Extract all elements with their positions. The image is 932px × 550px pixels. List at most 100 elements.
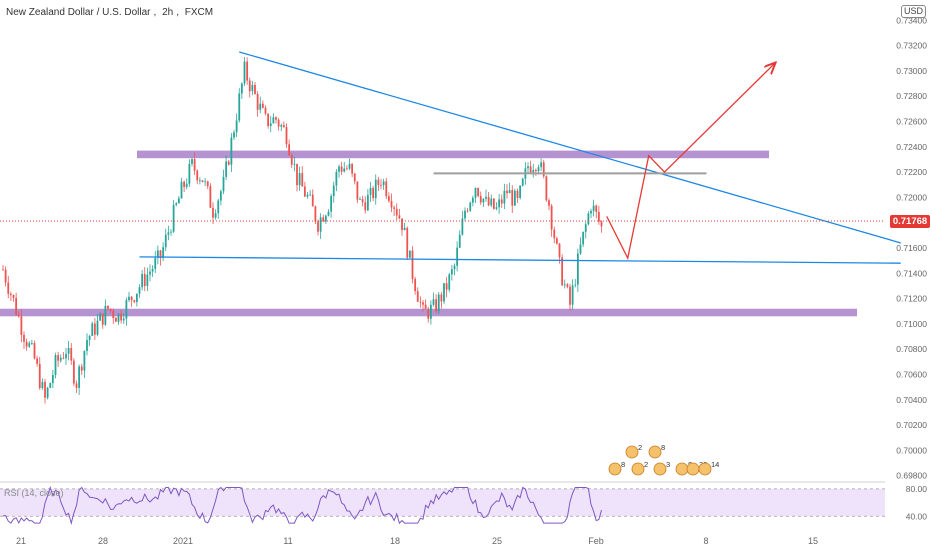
candle-body	[120, 313, 123, 321]
candle-body	[12, 295, 15, 298]
candle-body	[432, 299, 435, 305]
event-badges: 2882383014	[608, 443, 719, 476]
candle-body	[579, 244, 582, 254]
candle-body	[267, 113, 270, 127]
exchange: FXCM	[184, 7, 214, 18]
candle-body	[548, 200, 550, 206]
time-tick-label: 18	[390, 536, 400, 546]
price-tick-label: 0.73000	[896, 66, 927, 76]
candle-body	[78, 366, 81, 388]
candle-body	[290, 155, 293, 165]
candle-body	[372, 187, 375, 199]
candle-body	[532, 170, 535, 173]
trendlines	[139, 51, 901, 264]
candle-body	[62, 357, 65, 359]
price-tick-label: 0.72800	[896, 91, 927, 101]
candle-body	[285, 127, 288, 145]
candle-body	[558, 243, 561, 258]
candle-body	[435, 299, 438, 312]
candle-body	[553, 229, 556, 239]
candle-body	[416, 291, 419, 302]
candle-body	[264, 107, 267, 114]
candle-body	[23, 334, 25, 342]
candle-body	[461, 218, 464, 235]
candle-body	[550, 205, 553, 230]
event-badge[interactable]: 8	[608, 460, 625, 476]
currency-button[interactable]: USD	[901, 5, 927, 18]
candle-body	[327, 211, 330, 216]
price-tick-label: 0.70200	[896, 420, 927, 430]
candle-body	[590, 211, 592, 214]
resistance-zone	[137, 150, 769, 159]
candle-body	[86, 339, 88, 352]
candle-body	[109, 308, 112, 311]
candle-body	[277, 119, 280, 127]
candle-body	[361, 199, 364, 203]
candle-body	[508, 190, 511, 194]
candle-body	[128, 296, 130, 301]
event-flag-icon	[686, 462, 700, 476]
candle-body	[506, 190, 508, 194]
price-tick-label: 0.70600	[896, 369, 927, 379]
candle-body	[458, 234, 461, 248]
candle-body	[485, 196, 487, 199]
event-flag-icon	[631, 462, 645, 476]
candle-body	[516, 190, 519, 198]
candle-body	[2, 269, 4, 271]
event-badge[interactable]: 3	[653, 460, 670, 476]
candle-body	[219, 191, 222, 201]
candle-body	[80, 366, 83, 371]
candle-body	[130, 296, 133, 301]
candle-body	[440, 294, 443, 302]
candle-body	[406, 227, 409, 258]
interval: 2h	[162, 7, 174, 18]
event-count: 2	[638, 443, 642, 452]
candle-body	[151, 268, 154, 272]
candle-body	[125, 300, 128, 319]
candle-body	[427, 309, 430, 319]
candle-body	[214, 213, 217, 218]
candle-body	[592, 205, 595, 212]
candle-body	[38, 363, 41, 389]
candle-body	[201, 180, 204, 182]
candle-body	[477, 187, 480, 197]
event-count: 8	[621, 460, 625, 469]
event-flag-icon	[653, 462, 667, 476]
candle-body	[33, 343, 36, 359]
candle-body	[555, 238, 558, 244]
event-count: 3	[666, 460, 670, 469]
candle-body	[46, 387, 49, 398]
event-count: 8	[661, 443, 665, 452]
candle-body	[154, 257, 157, 269]
candle-body	[193, 159, 196, 171]
candle-body	[261, 103, 264, 108]
candle-body	[117, 313, 120, 322]
candle-body	[196, 170, 199, 181]
candle-body	[36, 358, 39, 364]
rsi-pane: 80.00 40.00	[0, 481, 927, 526]
candle-body	[9, 293, 12, 296]
candle-body	[225, 161, 228, 177]
candle-body	[235, 120, 238, 133]
event-badge[interactable]: 2	[631, 460, 648, 476]
candle-body	[303, 186, 306, 197]
candle-body	[293, 163, 296, 165]
last-price-tag: 0.71768	[890, 215, 930, 228]
candle-body	[188, 163, 191, 184]
event-badge[interactable]: 8	[648, 443, 665, 459]
price-tick-label: 0.72000	[896, 192, 927, 202]
candle-body	[351, 163, 354, 174]
price-tick-label: 0.73200	[896, 41, 927, 51]
event-badge[interactable]: 14	[698, 460, 719, 476]
event-badge[interactable]: 2	[625, 443, 642, 459]
candle-body	[70, 347, 73, 361]
candle-body	[390, 200, 393, 208]
candle-body	[582, 231, 585, 245]
candle-body	[149, 271, 151, 275]
candle-body	[319, 217, 322, 232]
descending-trendline	[239, 51, 901, 244]
candle-body	[335, 171, 338, 186]
candle-body	[317, 221, 319, 232]
candle-body	[204, 181, 207, 183]
